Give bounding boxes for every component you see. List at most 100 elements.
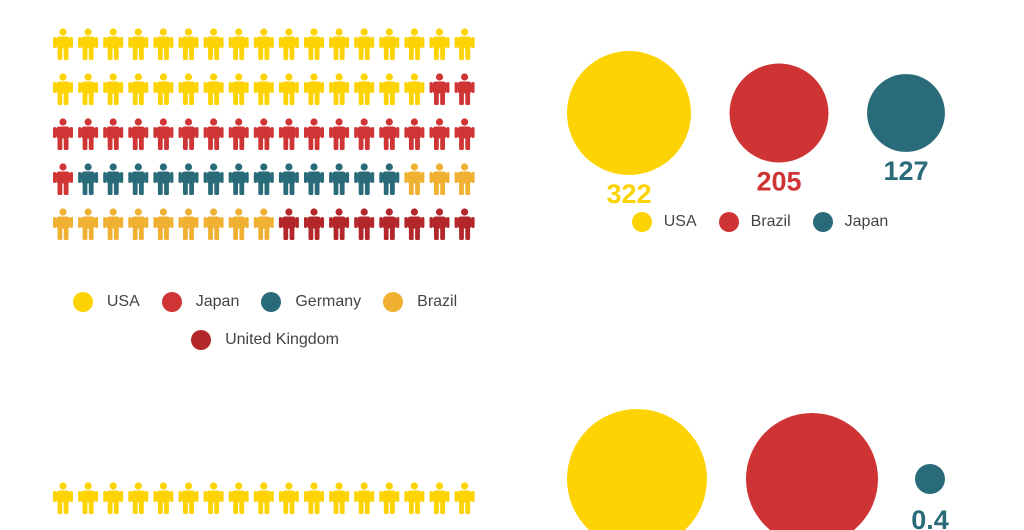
legend-item-japan: Japan: [161, 292, 240, 312]
person-icon-usa: [329, 28, 350, 60]
person-icon-germany: [203, 163, 224, 195]
legend-swatch-japan: [161, 292, 182, 312]
person-icon-germany: [128, 163, 149, 195]
person-icon-japan: [78, 118, 99, 150]
person-icon-usa: [304, 28, 324, 60]
person-icon-usa: [404, 73, 425, 105]
person-icon-usa: [178, 73, 199, 105]
person-icon-usa: [379, 482, 400, 514]
person-icon-usa: [404, 28, 425, 60]
legend-swatch-germany: [261, 292, 282, 312]
person-icon-usa: [78, 482, 99, 514]
person-icon-usa: [78, 73, 99, 105]
person-icon-usa: [454, 482, 475, 514]
person-icon-japan: [128, 118, 149, 150]
person-icon-brazil: [78, 208, 99, 240]
person-icon-usa: [103, 73, 124, 105]
person-icon-brazil: [253, 208, 274, 240]
person-icon-usa: [153, 73, 174, 105]
bubble-legend: USA Brazil Japan: [560, 212, 960, 232]
person-icon-germany: [329, 163, 350, 195]
legend-item-united-kingdom: United Kingdom: [191, 330, 339, 350]
person-icon-germany: [354, 163, 375, 195]
person-icon-germany: [103, 163, 124, 195]
person-icon-usa: [329, 482, 350, 514]
legend-swatch-usa: [72, 292, 93, 312]
bubble-legend-label-usa: USA: [663, 213, 697, 230]
person-icon-usa: [128, 482, 149, 514]
person-icon-usa: [228, 28, 249, 60]
person-icon-japan: [253, 118, 274, 150]
person-icon-japan: [454, 118, 475, 150]
person-icon-japan: [329, 118, 350, 150]
person-icon-germany: [78, 163, 99, 195]
person-icon-usa: [429, 482, 450, 514]
bubble-legend-label-brazil: Brazil: [750, 213, 791, 230]
person-icon-japan: [178, 118, 199, 150]
bottom-bubble-japan: [915, 464, 945, 494]
pictogram-bottom: [53, 482, 475, 514]
person-icon-usa: [329, 73, 350, 105]
pictogram-top: [53, 28, 475, 240]
legend-item-usa: USA: [72, 292, 140, 312]
bubble-brazil: [729, 63, 829, 163]
person-icon-brazil: [203, 208, 224, 240]
person-icon-brazil: [153, 208, 174, 240]
person-icon-united-kingdom: [304, 208, 324, 240]
person-icon-germany: [304, 163, 324, 195]
bubble-usa: [567, 51, 691, 175]
person-icon-japan: [354, 118, 375, 150]
person-icon-usa: [379, 28, 400, 60]
person-icon-usa: [404, 482, 425, 514]
person-icon-brazil: [404, 163, 425, 195]
person-icon-usa: [53, 482, 73, 514]
person-icon-united-kingdom: [278, 208, 299, 240]
person-icon-brazil: [128, 208, 149, 240]
legend-item-germany: Germany: [261, 292, 361, 312]
person-icon-usa: [354, 73, 375, 105]
person-icon-germany: [253, 163, 274, 195]
person-icon-united-kingdom: [379, 208, 400, 240]
pictogram-legend: USA Japan Germany Brazil United Kingdom: [50, 292, 480, 350]
person-icon-usa: [253, 28, 274, 60]
legend-label-brazil: Brazil: [417, 293, 458, 310]
person-icon-japan: [404, 118, 425, 150]
person-icon-usa: [128, 28, 149, 60]
person-icon-brazil: [103, 208, 124, 240]
legend-swatch-united-kingdom: [191, 330, 212, 350]
person-icon-usa: [78, 28, 99, 60]
person-icon-germany: [153, 163, 174, 195]
person-icon-japan: [53, 163, 73, 195]
bubble-legend-item-brazil: Brazil: [718, 212, 791, 232]
person-icon-usa: [178, 28, 199, 60]
person-icon-usa: [454, 28, 475, 60]
person-icon-usa: [278, 482, 299, 514]
bubble-chart-bottom: 0.4: [567, 409, 949, 530]
person-icon-japan: [454, 73, 475, 105]
bubble-legend-swatch-japan: [812, 212, 833, 232]
bubble-legend-swatch-usa: [631, 212, 652, 232]
bubble-japan: [867, 74, 945, 152]
person-icon-usa: [429, 28, 450, 60]
person-icon-usa: [304, 73, 324, 105]
person-icon-japan: [53, 118, 73, 150]
person-icon-usa: [354, 28, 375, 60]
bubble-legend-item-japan: Japan: [812, 212, 888, 232]
person-icon-brazil: [454, 163, 475, 195]
person-icon-brazil: [178, 208, 199, 240]
person-icon-japan: [304, 118, 324, 150]
person-icon-brazil: [228, 208, 249, 240]
person-icon-usa: [228, 73, 249, 105]
bottom-bubble-value-japan: 0.4: [911, 505, 949, 530]
person-icon-usa: [379, 73, 400, 105]
legend-label-usa: USA: [106, 293, 140, 310]
legend-label-japan: Japan: [195, 293, 240, 310]
person-icon-usa: [203, 28, 224, 60]
person-icon-japan: [278, 118, 299, 150]
bottom-bubble-brazil: [746, 413, 878, 530]
person-icon-usa: [178, 482, 199, 514]
person-icon-united-kingdom: [354, 208, 375, 240]
person-icon-united-kingdom: [329, 208, 350, 240]
person-icon-usa: [203, 73, 224, 105]
person-icon-japan: [103, 118, 124, 150]
